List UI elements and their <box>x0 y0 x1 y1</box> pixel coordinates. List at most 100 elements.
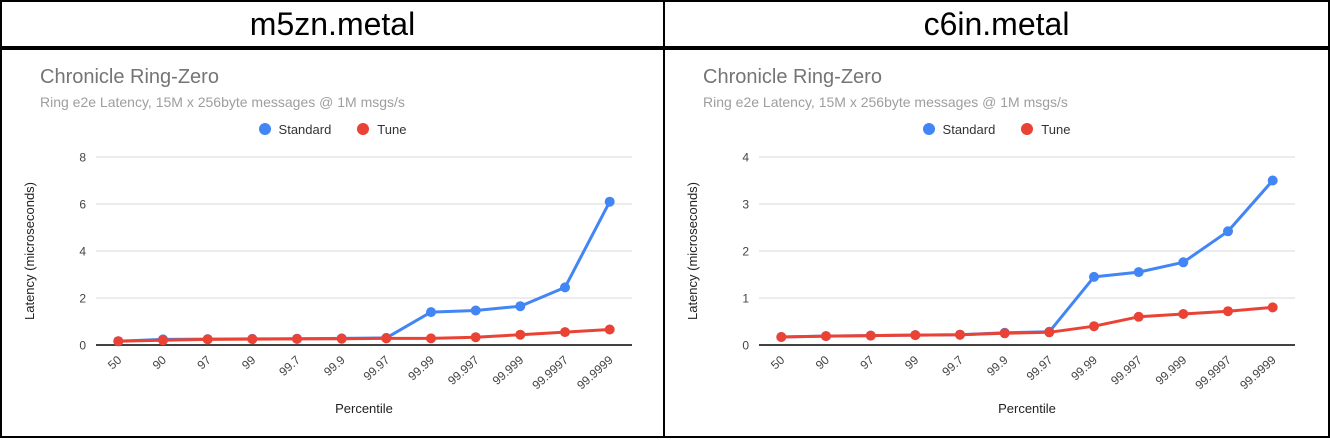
chart-title: Chronicle Ring-Zero <box>40 66 219 88</box>
column-header-c6in-metal: c6in.metal <box>665 2 1328 50</box>
legend-dot-tune-icon <box>1021 123 1034 135</box>
x-tick-label: 99.99 <box>405 353 437 384</box>
x-tick-label: 90 <box>150 353 170 373</box>
y-tick-label: 2 <box>79 292 86 306</box>
data-point-tune <box>604 324 615 335</box>
y-tick-label: 3 <box>742 198 749 212</box>
chart-panel-m5zn: Chronicle Ring-Zero Ring e2e Latency, 15… <box>2 50 665 436</box>
data-point-tune <box>910 330 921 341</box>
y-tick-label: 6 <box>79 198 86 212</box>
x-tick-label: 99.997 <box>445 353 482 388</box>
y-axis-title: Latency (microseconds) <box>22 182 37 320</box>
data-point-standard <box>1089 271 1099 282</box>
x-tick-label: 99.97 <box>1024 353 1056 384</box>
x-axis-title: Percentile <box>335 401 393 416</box>
y-tick-label: 1 <box>742 292 749 306</box>
chart-legend: Standard Tune <box>258 120 406 138</box>
data-point-tune <box>560 327 570 338</box>
y-tick-label: 4 <box>742 151 749 165</box>
y-tick-label: 4 <box>79 245 86 259</box>
chart-title: Chronicle Ring-Zero <box>703 66 882 88</box>
data-point-tune <box>1223 306 1233 317</box>
data-point-tune <box>381 333 392 344</box>
chart-legend: Standard Tune <box>922 120 1070 138</box>
data-point-tune <box>158 335 168 346</box>
data-point-tune <box>202 334 213 345</box>
x-tick-label: 99.9 <box>321 353 348 379</box>
y-axis-title: Latency (microseconds) <box>685 182 700 320</box>
data-point-tune <box>821 331 831 342</box>
data-point-tune <box>955 329 965 340</box>
legend-dot-tune-icon <box>357 123 370 135</box>
data-point-standard <box>426 307 436 318</box>
data-point-tune <box>1089 321 1099 332</box>
x-tick-label: 99.9999 <box>574 353 616 393</box>
x-axis-title: Percentile <box>998 401 1056 416</box>
y-tick-label: 8 <box>79 151 86 165</box>
series-line-standard <box>116 200 612 343</box>
series-line-tune <box>779 305 1275 339</box>
legend-dot-standard-icon <box>258 123 271 135</box>
data-point-tune <box>1044 327 1055 338</box>
x-tick-label: 99.999 <box>490 353 527 388</box>
x-tick-label: 50 <box>768 353 788 373</box>
x-tick-label: 99 <box>902 353 922 373</box>
column-header-label: c6in.metal <box>923 5 1070 42</box>
x-tick-label: 99.9997 <box>1192 353 1234 393</box>
data-point-tune <box>515 329 526 340</box>
x-tick-label: 99.7 <box>939 353 966 379</box>
column-header-m5zn-metal: m5zn.metal <box>2 2 665 50</box>
x-tick-label: 99.999 <box>1153 353 1190 388</box>
chart-subtitle: Ring e2e Latency, 15M x 256byte messages… <box>703 94 1068 110</box>
data-point-standard <box>515 301 526 312</box>
legend-dot-standard-icon <box>922 123 935 135</box>
chart-panel-c6in: Chronicle Ring-Zero Ring e2e Latency, 15… <box>665 50 1328 436</box>
data-point-tune <box>426 333 436 344</box>
data-point-tune <box>247 334 258 345</box>
y-tick-label: 0 <box>79 339 86 353</box>
data-point-standard <box>1267 175 1278 186</box>
legend-label-standard: Standard <box>278 121 332 137</box>
x-tick-label: 97 <box>857 353 877 373</box>
data-point-standard <box>604 196 615 207</box>
legend-label-tune: Tune <box>1041 121 1071 137</box>
x-tick-label: 99.7 <box>276 353 303 379</box>
y-tick-label: 2 <box>742 245 749 259</box>
legend-label-tune: Tune <box>377 121 407 137</box>
x-tick-label: 99.9 <box>984 353 1011 379</box>
data-point-standard <box>470 305 481 316</box>
data-point-tune <box>336 333 347 344</box>
column-header-label: m5zn.metal <box>249 5 416 42</box>
x-tick-label: 97 <box>194 353 214 373</box>
data-point-tune <box>292 333 302 344</box>
x-tick-label: 99.97 <box>361 353 393 384</box>
x-tick-label: 99.9997 <box>529 353 571 393</box>
legend-item-standard: Standard <box>922 121 996 137</box>
data-point-tune <box>113 336 124 347</box>
data-point-tune <box>1267 302 1278 313</box>
x-tick-label: 50 <box>105 353 125 373</box>
data-point-tune <box>999 328 1010 339</box>
data-point-standard <box>1133 267 1144 278</box>
legend-item-standard: Standard <box>258 121 332 137</box>
chart-subtitle: Ring e2e Latency, 15M x 256byte messages… <box>40 94 405 110</box>
legend-item-tune: Tune <box>357 122 406 137</box>
legend-label-standard: Standard <box>942 121 996 137</box>
x-tick-label: 90 <box>813 353 833 373</box>
legend-item-tune: Tune <box>1021 122 1070 137</box>
data-point-tune <box>1133 311 1144 322</box>
data-point-tune <box>865 330 876 341</box>
x-tick-label: 99.997 <box>1108 353 1145 388</box>
data-point-tune <box>776 332 787 342</box>
series-line-tune <box>116 328 612 343</box>
data-point-standard <box>560 282 570 293</box>
x-tick-label: 99.99 <box>1068 353 1100 384</box>
data-point-tune <box>470 332 481 343</box>
data-point-standard <box>1178 257 1189 268</box>
data-point-standard <box>1223 226 1233 237</box>
x-tick-label: 99 <box>239 353 259 373</box>
x-tick-label: 99.9999 <box>1237 353 1279 393</box>
